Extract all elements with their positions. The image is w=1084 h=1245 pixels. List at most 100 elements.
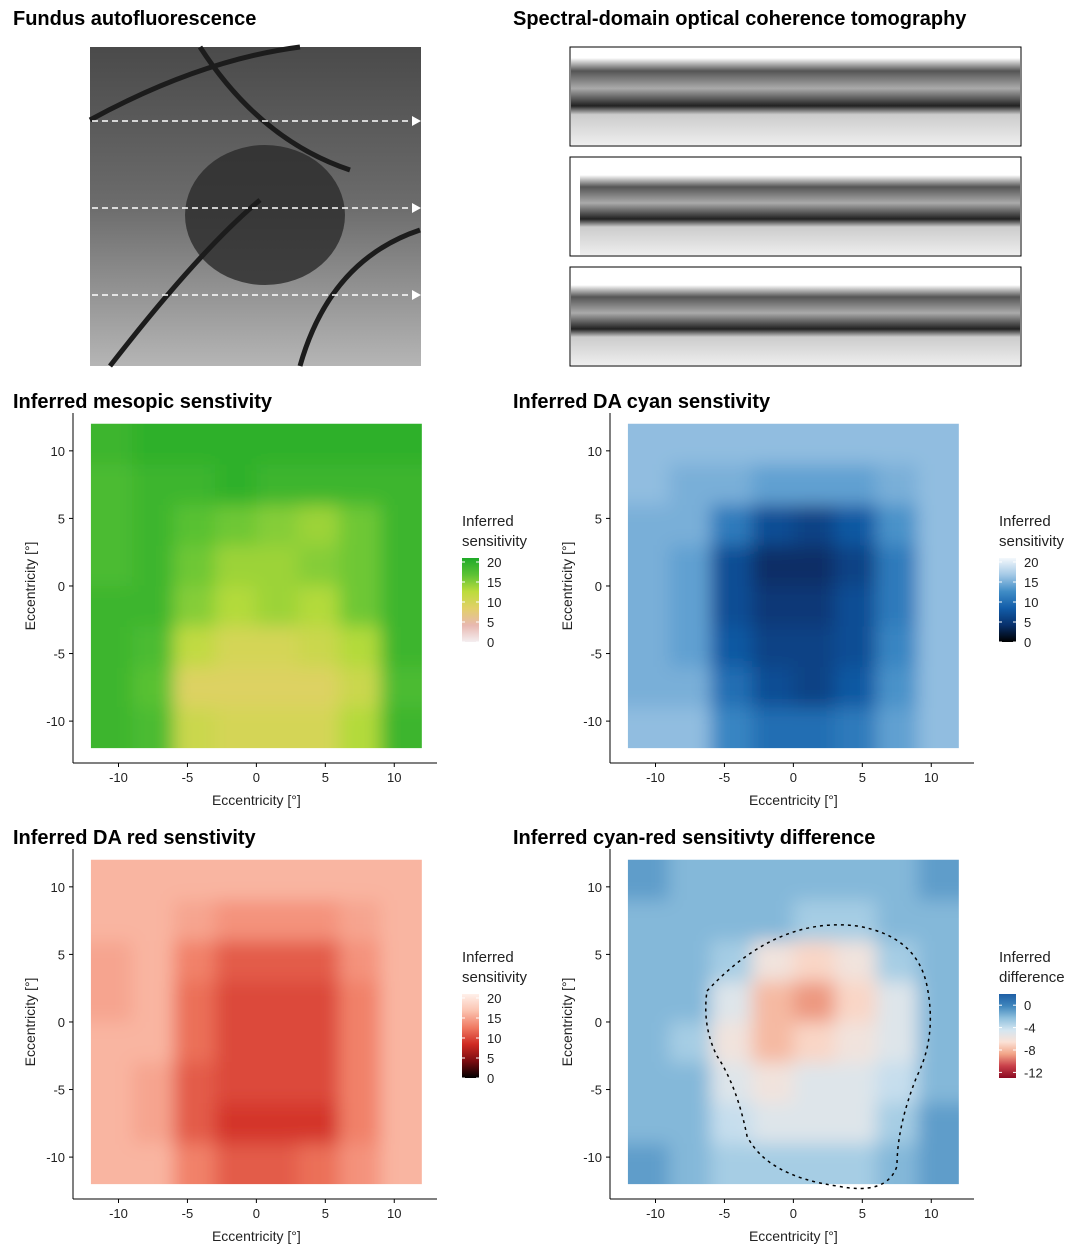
heat-cell [380,423,422,465]
heat-cell [173,1143,216,1185]
x-tick-label: 5 [859,770,866,785]
x-tick-label: -10 [109,1206,128,1221]
heat-cell [917,423,959,465]
heat-cell [793,1062,836,1104]
heat-cell [297,626,340,668]
heat-cell [627,504,670,546]
heat-cell [669,626,712,668]
oct-scans [569,46,1022,367]
heat-cell [173,940,216,982]
colorbar-tick-label: 20 [487,991,501,1006]
heat-cell [834,585,877,628]
heat-cell [380,1143,422,1185]
heat-cell [834,464,877,506]
heat-cell [752,585,794,628]
y-tick-label: 0 [595,579,602,594]
heat-cell [876,1103,918,1145]
colorbar-tick-label: 15 [487,575,501,590]
heat-cell [132,545,175,587]
heat-cell [627,981,670,1023]
colorbar-tick-label: 5 [1024,615,1031,630]
heatmap-panel: Inferred DA red senstivity -10 -5 0 5 10 -10 -5… [13,827,501,1244]
y-tick-label: 0 [595,1015,602,1030]
heat-cell [256,981,299,1023]
fundus-title: Fundus autofluorescence [13,8,256,30]
colorbar-tick-label: 0 [1024,635,1031,650]
x-tick-label: 5 [859,1206,866,1221]
lesion-contour [705,924,932,1190]
heat-cell [834,859,877,901]
heat-cell [256,667,299,709]
heat-cell [297,1143,340,1185]
heat-cell [380,1103,422,1145]
heat-cell [834,1103,877,1145]
heat-cell [90,981,133,1023]
heat-cell [173,1062,216,1104]
heat-cell [917,504,959,546]
heat-cell [752,1062,794,1104]
heat-cell [380,1062,422,1104]
cells [627,859,959,1185]
heat-cell [793,1143,836,1185]
heat-cell [132,859,175,901]
heat-cell [380,545,422,587]
heat-cell [173,1103,216,1145]
x-tick-label: 10 [924,770,938,785]
heat-cell [710,981,753,1023]
heat-cell [793,423,836,465]
heat-cell [876,545,918,587]
heat-cell [627,423,670,465]
heat-cell [876,504,918,546]
colorbar-tick-label: -8 [1024,1043,1036,1058]
heat-cell [710,1062,753,1104]
heat-cell [256,626,299,668]
heat-cell [917,585,959,628]
heat-cell [627,585,670,628]
heat-cell [669,1021,712,1064]
heat-cell [627,940,670,982]
heat-cell [627,464,670,506]
heat-cell [752,545,794,587]
heat-cell [710,545,753,587]
heat-cell [752,981,794,1023]
cells-inner [627,423,959,749]
y-tick-label: -10 [583,1150,602,1165]
heat-cell [917,667,959,709]
heat-cell [752,464,794,506]
heat-cell [710,1103,753,1145]
heat-cell [132,1021,175,1064]
heat-cell [627,707,670,749]
heat-cell [876,626,918,668]
heat-cell [669,1143,712,1185]
y-axis-label: Eccentricity [°] [559,978,575,1067]
heat-cell [215,423,257,465]
heat-cell [132,1103,175,1145]
heat-cell [710,667,753,709]
heat-cell [256,707,299,749]
heat-cell [627,1143,670,1185]
colorbar-tick-label: -4 [1024,1021,1036,1036]
y-tick-label: -5 [590,647,602,662]
heat-cell [380,667,422,709]
heat-cell [339,981,381,1023]
heat-cell [669,859,712,901]
heat-cell [256,504,299,546]
panel-title: Inferred DA cyan senstivity [513,391,771,413]
heat-cell [627,545,670,587]
heat-cell [917,626,959,668]
heat-cell [297,1021,340,1064]
heat-cell [380,464,422,506]
cells-inner [90,423,422,749]
heat-cell [793,667,836,709]
heat-cell [215,981,257,1023]
colorbar-tick-label: 5 [487,615,494,630]
heat-cell [256,940,299,982]
heat-cell [339,1021,381,1064]
heat-cell [132,504,175,546]
heat-cell [297,504,340,546]
heat-cell [132,423,175,465]
heat-cell [917,1143,959,1185]
heat-cell [256,423,299,465]
y-axis-label: Eccentricity [°] [22,542,38,631]
